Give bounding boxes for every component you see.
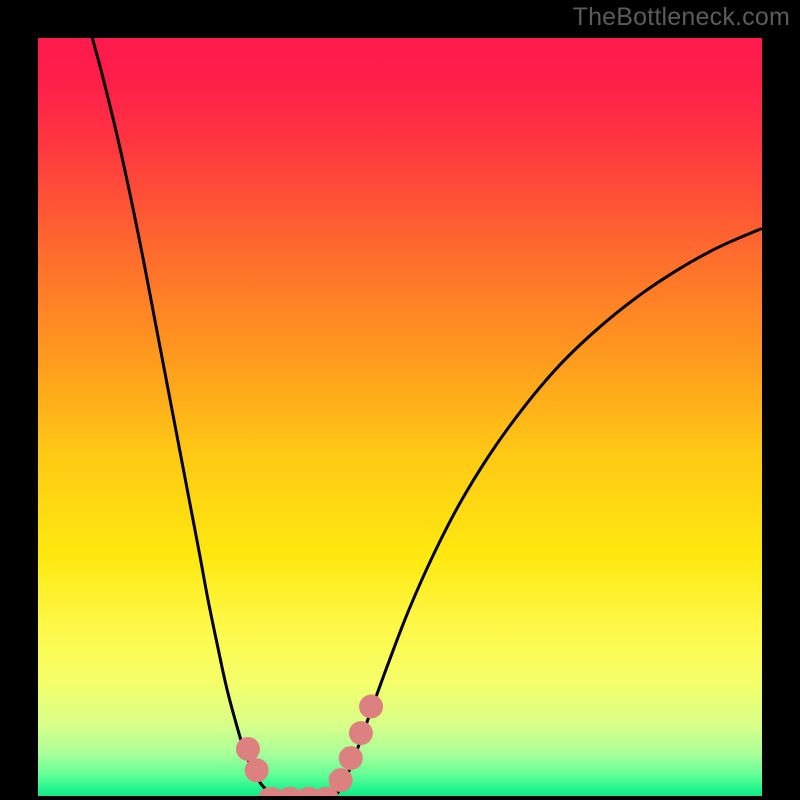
watermark-label: TheBottleneck.com [573, 3, 790, 32]
chart-root: TheBottleneck.com [0, 0, 800, 800]
plot-background [38, 38, 762, 796]
